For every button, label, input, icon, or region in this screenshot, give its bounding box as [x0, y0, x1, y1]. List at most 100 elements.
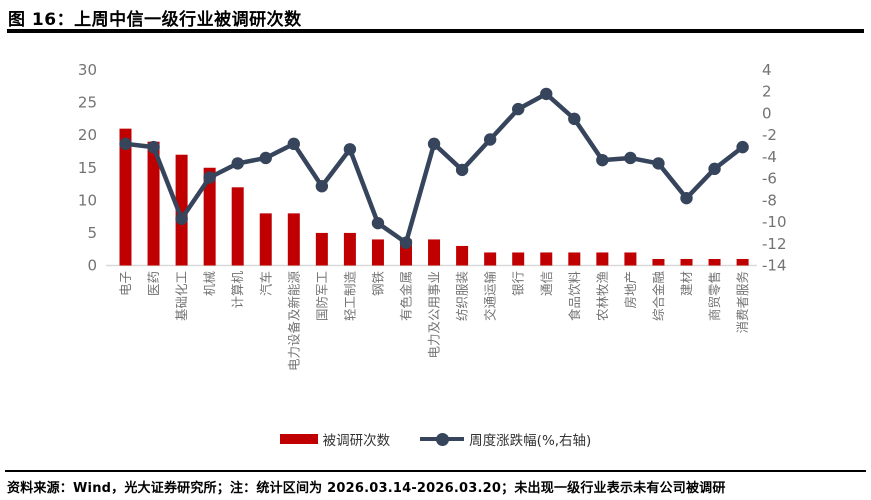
category-label: 农林牧渔 — [595, 271, 610, 321]
legend-label-surveys: 被调研次数 — [322, 433, 391, 449]
line-point — [203, 171, 216, 184]
category-label: 机械 — [202, 271, 217, 297]
category-label: 电子 — [118, 271, 133, 296]
line-point — [259, 151, 272, 165]
category-label: 消费者服务 — [735, 271, 750, 334]
line-point — [680, 191, 693, 205]
bar — [736, 258, 749, 266]
title-underline — [7, 29, 864, 33]
bar-swatch-icon — [279, 434, 318, 444]
line-point — [512, 102, 525, 116]
bar — [680, 258, 693, 266]
bar — [428, 239, 441, 266]
line-point — [624, 151, 637, 165]
line-point — [399, 236, 413, 249]
line-point — [596, 153, 609, 167]
category-label: 房地产 — [623, 271, 638, 309]
line-point — [540, 87, 553, 101]
category-label: 轻工制造 — [342, 271, 357, 322]
line-point — [427, 137, 441, 151]
axis-tick-left: 10 — [78, 191, 97, 209]
axis-tick-right: -8 — [762, 191, 777, 209]
axis-tick-right: -6 — [762, 170, 777, 188]
legend-item-surveys: 被调研次数 — [279, 429, 391, 449]
line-point — [231, 157, 244, 170]
line-point — [147, 140, 160, 154]
axis-tick-left: 20 — [78, 126, 97, 144]
bar — [175, 154, 188, 266]
bar — [259, 213, 272, 266]
axis-tick-left: 5 — [87, 224, 97, 242]
series-line — [125, 91, 744, 245]
bar — [456, 245, 469, 266]
line-point — [568, 112, 581, 126]
line-point — [736, 140, 749, 154]
line-point — [708, 162, 721, 176]
line-swatch-icon — [420, 432, 465, 446]
bar — [540, 252, 553, 266]
bar — [652, 258, 665, 266]
axis-tick-right: 2 — [762, 83, 772, 101]
category-label: 电力及公用事业 — [427, 271, 442, 359]
category-label: 国防军工 — [314, 271, 329, 321]
line-point — [175, 212, 188, 225]
bar — [708, 258, 721, 266]
axis-tick-left: 30 — [78, 61, 97, 79]
bar — [624, 252, 637, 266]
line-point — [652, 157, 665, 170]
category-label: 钢铁 — [370, 271, 385, 297]
bar — [231, 187, 244, 266]
axis-tick-left: 15 — [78, 159, 97, 177]
category-label: 计算机 — [230, 271, 245, 309]
category-label: 综合金融 — [651, 271, 666, 322]
figure-title: 图 16：上周中信一级行业被调研次数 — [8, 10, 302, 30]
category-label: 交通运输 — [483, 271, 498, 322]
line-point — [119, 137, 132, 151]
line-point — [315, 180, 329, 193]
category-label: 纺织服装 — [455, 271, 470, 321]
line-point — [455, 163, 469, 177]
footer-divider — [5, 470, 866, 472]
category-label: 有色金属 — [399, 271, 414, 321]
line-point — [343, 143, 357, 156]
category-label: 建材 — [679, 271, 694, 296]
category-label: 电力设备及新能源 — [286, 271, 301, 372]
bar — [371, 239, 384, 266]
bar — [147, 141, 160, 266]
category-label: 医药 — [146, 271, 161, 296]
bar — [343, 232, 356, 266]
axis-tick-left: 25 — [78, 94, 97, 112]
line-point — [287, 137, 300, 151]
legend-item-weekly-change: 周度涨跌幅(%,右轴) — [420, 429, 591, 449]
axis-tick-right: -2 — [762, 126, 777, 144]
line-point — [483, 133, 497, 146]
legend-label-weekly-change: 周度涨跌幅(%,右轴) — [469, 433, 592, 449]
category-label: 基础化工 — [174, 271, 189, 321]
source-note: 资料来源：Wind，光大证券研究所；注：统计区间为 2026.03.14-202… — [7, 481, 726, 496]
category-label: 汽车 — [258, 271, 273, 296]
chart-legend: 被调研次数 周度涨跌幅(%,右轴) — [0, 429, 871, 449]
category-label: 通信 — [539, 271, 554, 296]
bar — [119, 128, 132, 266]
category-label: 银行 — [511, 271, 526, 296]
category-label: 食品饮料 — [567, 271, 582, 322]
bar — [203, 167, 216, 266]
line-swatch-dot — [435, 432, 449, 446]
axis-tick-right: 0 — [762, 104, 772, 122]
axis-tick-right: -4 — [762, 148, 777, 166]
axis-tick-right: 4 — [762, 61, 772, 79]
bar — [287, 213, 300, 266]
bar — [484, 252, 497, 266]
bar — [568, 252, 581, 266]
bar — [512, 252, 525, 266]
bar — [315, 232, 328, 266]
axis-tick-right: -14 — [762, 257, 787, 275]
bar — [596, 252, 609, 266]
axis-tick-right: -12 — [762, 235, 787, 253]
line-point — [371, 216, 385, 230]
axis-tick-left: 0 — [87, 257, 97, 275]
axis-tick-right: -10 — [762, 213, 787, 231]
category-label: 商贸零售 — [707, 271, 722, 321]
